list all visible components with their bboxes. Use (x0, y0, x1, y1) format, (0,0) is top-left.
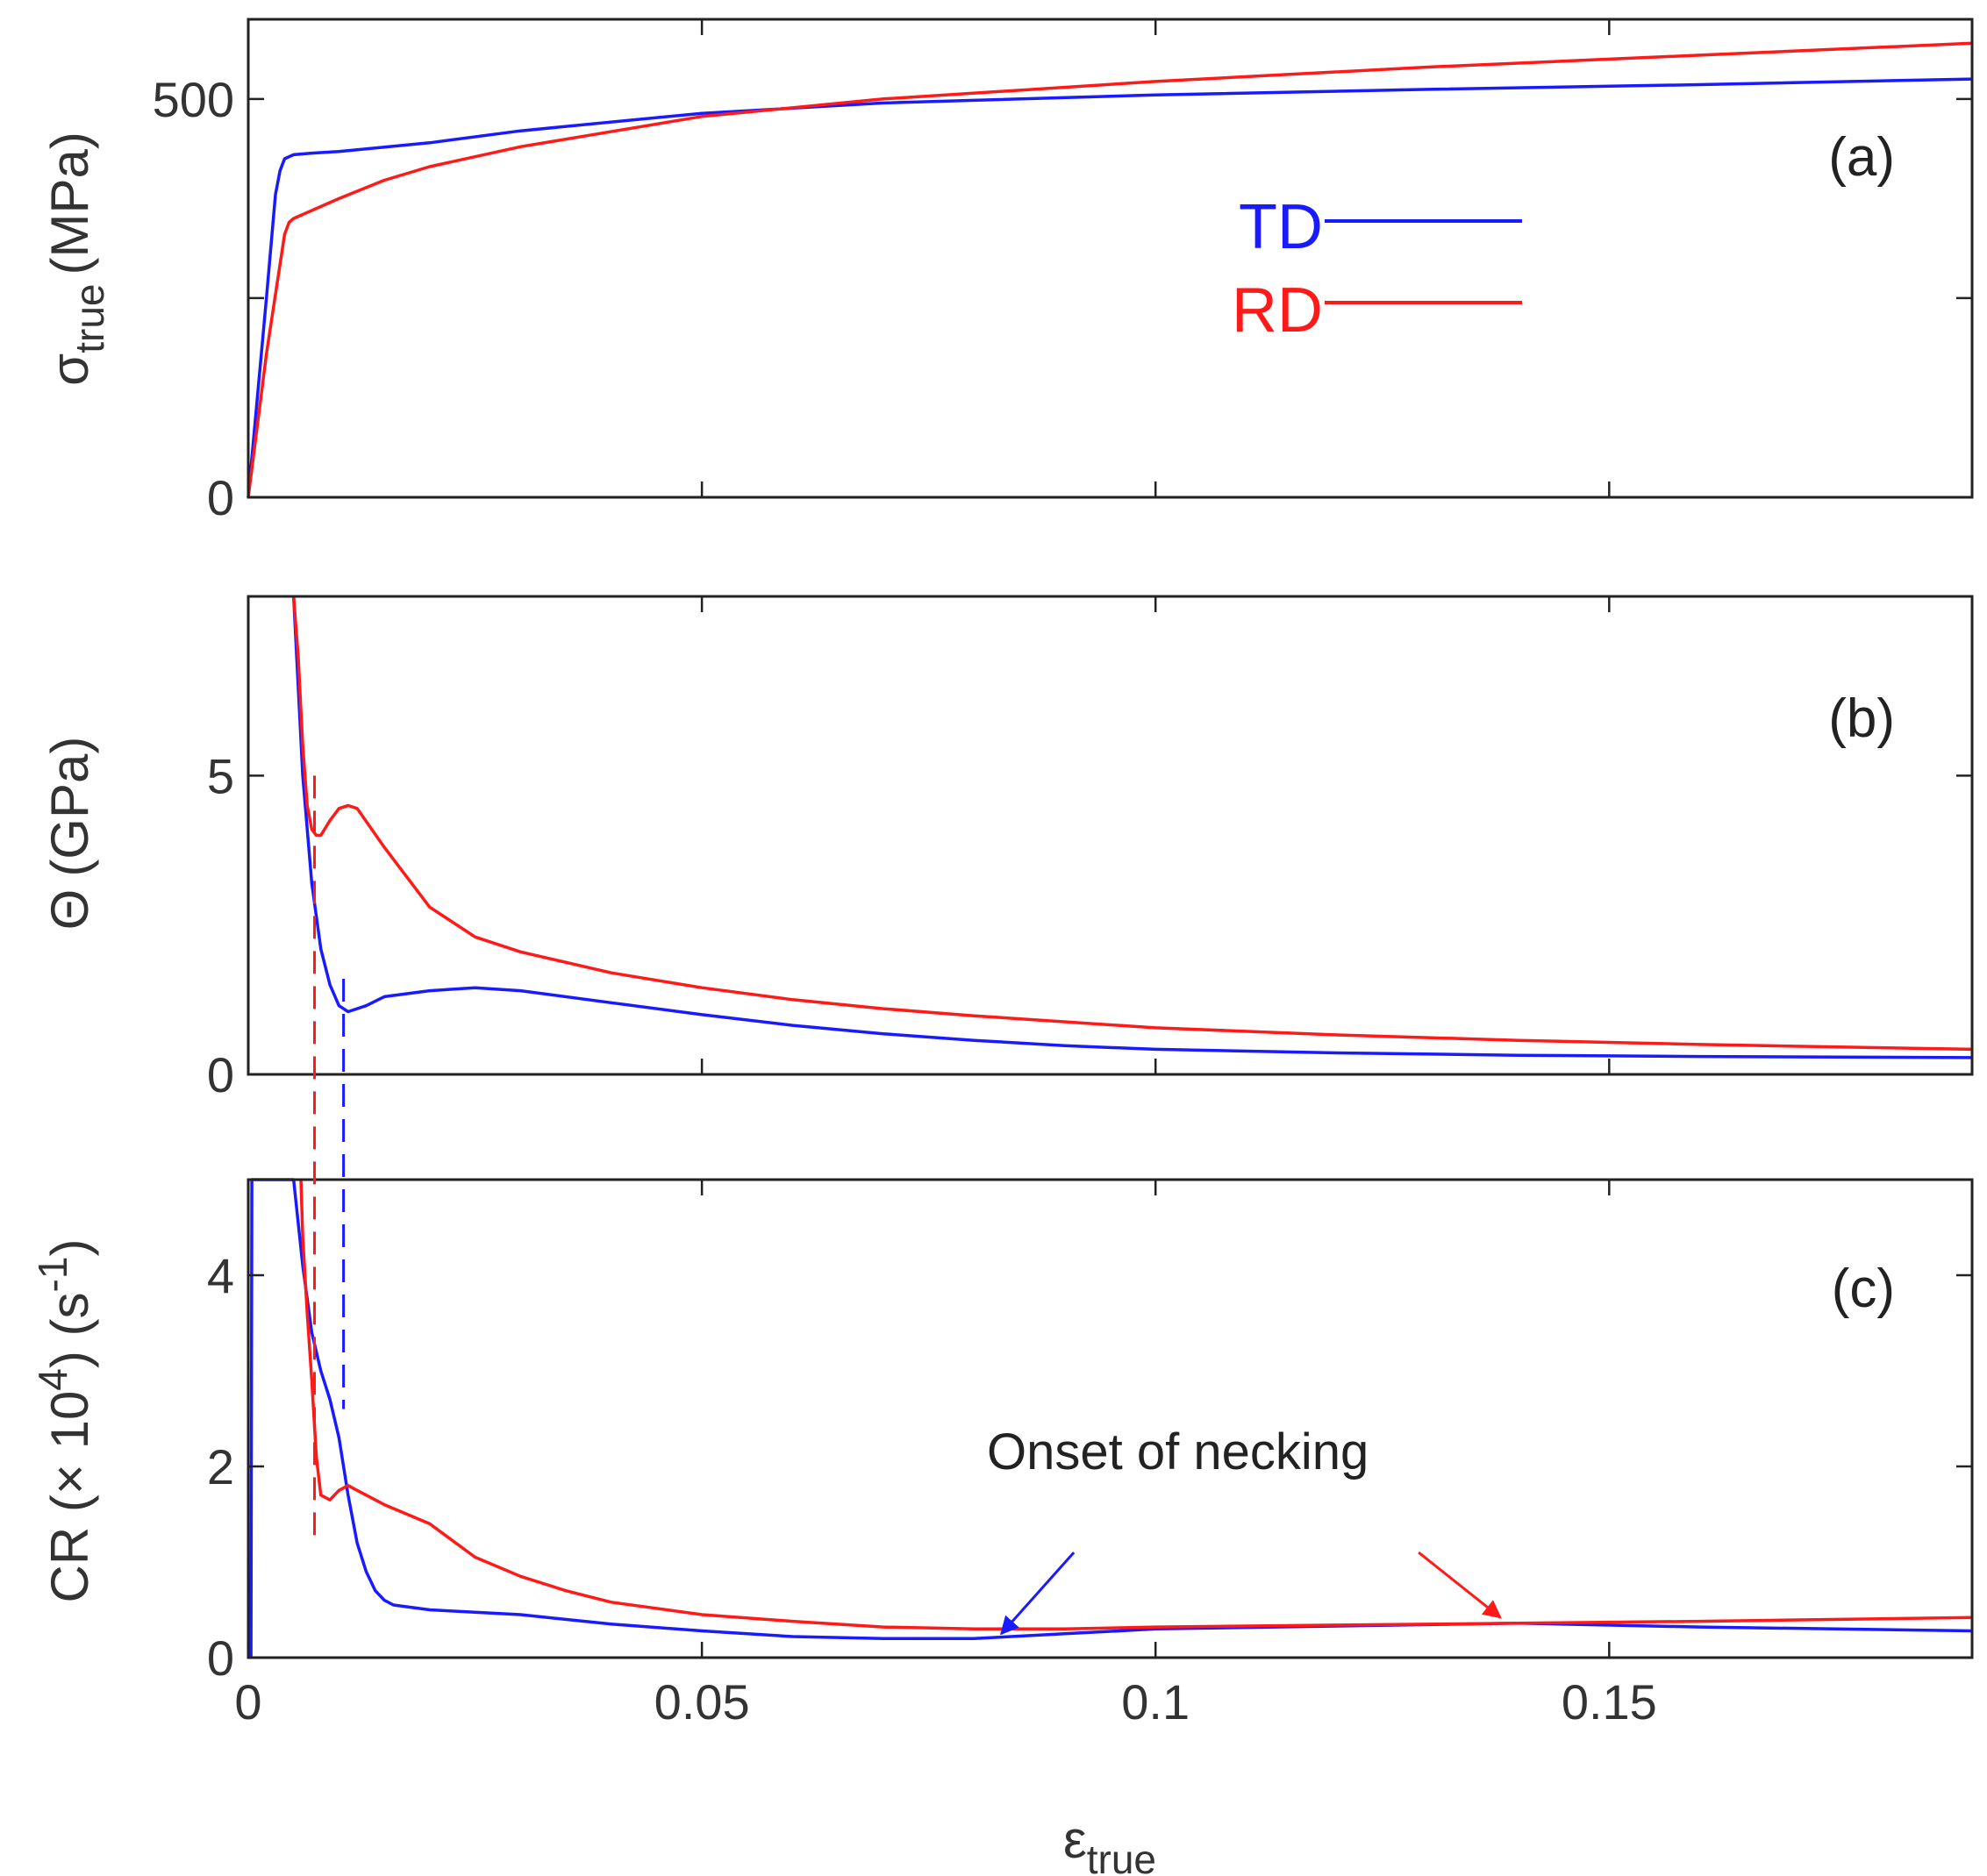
panel-c-ylabel-units: ) (s (40, 1292, 99, 1368)
xtick-label: 0.15 (1562, 1674, 1657, 1730)
ytick-label-a: 0 (207, 470, 234, 525)
xtick-label: 0.05 (654, 1674, 750, 1730)
x-axis-label-sub: true (1087, 1837, 1156, 1876)
panel-b-ticks: 05 (207, 596, 1972, 1102)
panel-c-ylabel-sup: 4 (30, 1368, 75, 1391)
legend-td-label: TD (1239, 192, 1323, 262)
series-rd-line-a (247, 41, 1973, 498)
panel-a-ylabel-sub: true (67, 284, 112, 353)
panel-a-ticks: 0 500 (153, 19, 1972, 525)
panel-c-plot (249, 1178, 1973, 1658)
panel-a-ylabel-units: (MPa) (40, 132, 99, 275)
ytick-label-a: 500 (153, 72, 234, 127)
panel-b-tag: (b) (1828, 688, 1895, 749)
necking-arrow-td (999, 1551, 1076, 1636)
series-rd-line-c (299, 1179, 1973, 1631)
panel-a-ylabel: σtrue (MPa) (40, 132, 112, 386)
legend: TD RD (1232, 192, 1522, 346)
series-td-line-c (249, 1178, 1973, 1658)
onset-of-necking-label: Onset of necking (987, 1423, 1369, 1480)
panel-c-ylabel-main: CR (× 10 (40, 1391, 99, 1603)
x-axis-label-main: ε (1063, 1810, 1087, 1869)
panel-c-ylabel-sup2: -1 (30, 1257, 75, 1293)
panel-c-ticks: 0 2 4 0 0.05 0.1 0.15 (207, 1180, 1972, 1730)
panel-c: 0 2 4 0 0.05 0.1 0.15 (c) Onset of necking CR … (30, 1178, 1974, 1876)
panel-c-ylabel: CR (× 104) (s-1) (30, 1239, 99, 1603)
panel-b-ylabel-units: (GPa) (40, 737, 99, 877)
panel-c-frame (247, 1178, 1974, 1659)
ytick-label-b: 5 (207, 748, 234, 803)
necking-arrow-rd (1418, 1551, 1502, 1619)
panel-b: 05 (b) Θ(GPa) (40, 595, 1974, 1102)
strain-markers (312, 775, 346, 1544)
x-axis-label: εtrue (1063, 1810, 1156, 1876)
series-td-line-a (247, 77, 1973, 498)
ytick-label-c: 4 (207, 1248, 234, 1303)
ytick-label-c: 2 (207, 1439, 234, 1494)
panel-c-ylabel-end: ) (40, 1239, 99, 1257)
panel-b-ylabel: Θ (GPa) (40, 737, 99, 931)
panel-a-plot (247, 41, 1973, 498)
panel-a-tag: (a) (1828, 127, 1895, 188)
panel-b-plot (291, 596, 1973, 1059)
ytick-label-c: 0 (207, 1630, 234, 1686)
ytick-label-b: 0 (207, 1047, 234, 1102)
xtick-label: 0 (234, 1674, 261, 1730)
panel-a-ylabel-main: σ (40, 353, 99, 386)
necking-arrows (999, 1551, 1502, 1636)
panel-a-frame (247, 18, 1974, 499)
panel-b-ylabel-main: Θ (40, 889, 99, 931)
series-rd-line-b (291, 596, 1973, 1052)
panel-c-tag: (c) (1832, 1259, 1895, 1319)
series-td-line-b (291, 596, 1973, 1059)
panel-b-frame (247, 595, 1974, 1076)
legend-rd-label: RD (1232, 275, 1323, 346)
panel-a: 0 500 (a) σtrue (MPa) TD RD (40, 18, 1974, 525)
xtick-label: 0.1 (1121, 1674, 1190, 1730)
